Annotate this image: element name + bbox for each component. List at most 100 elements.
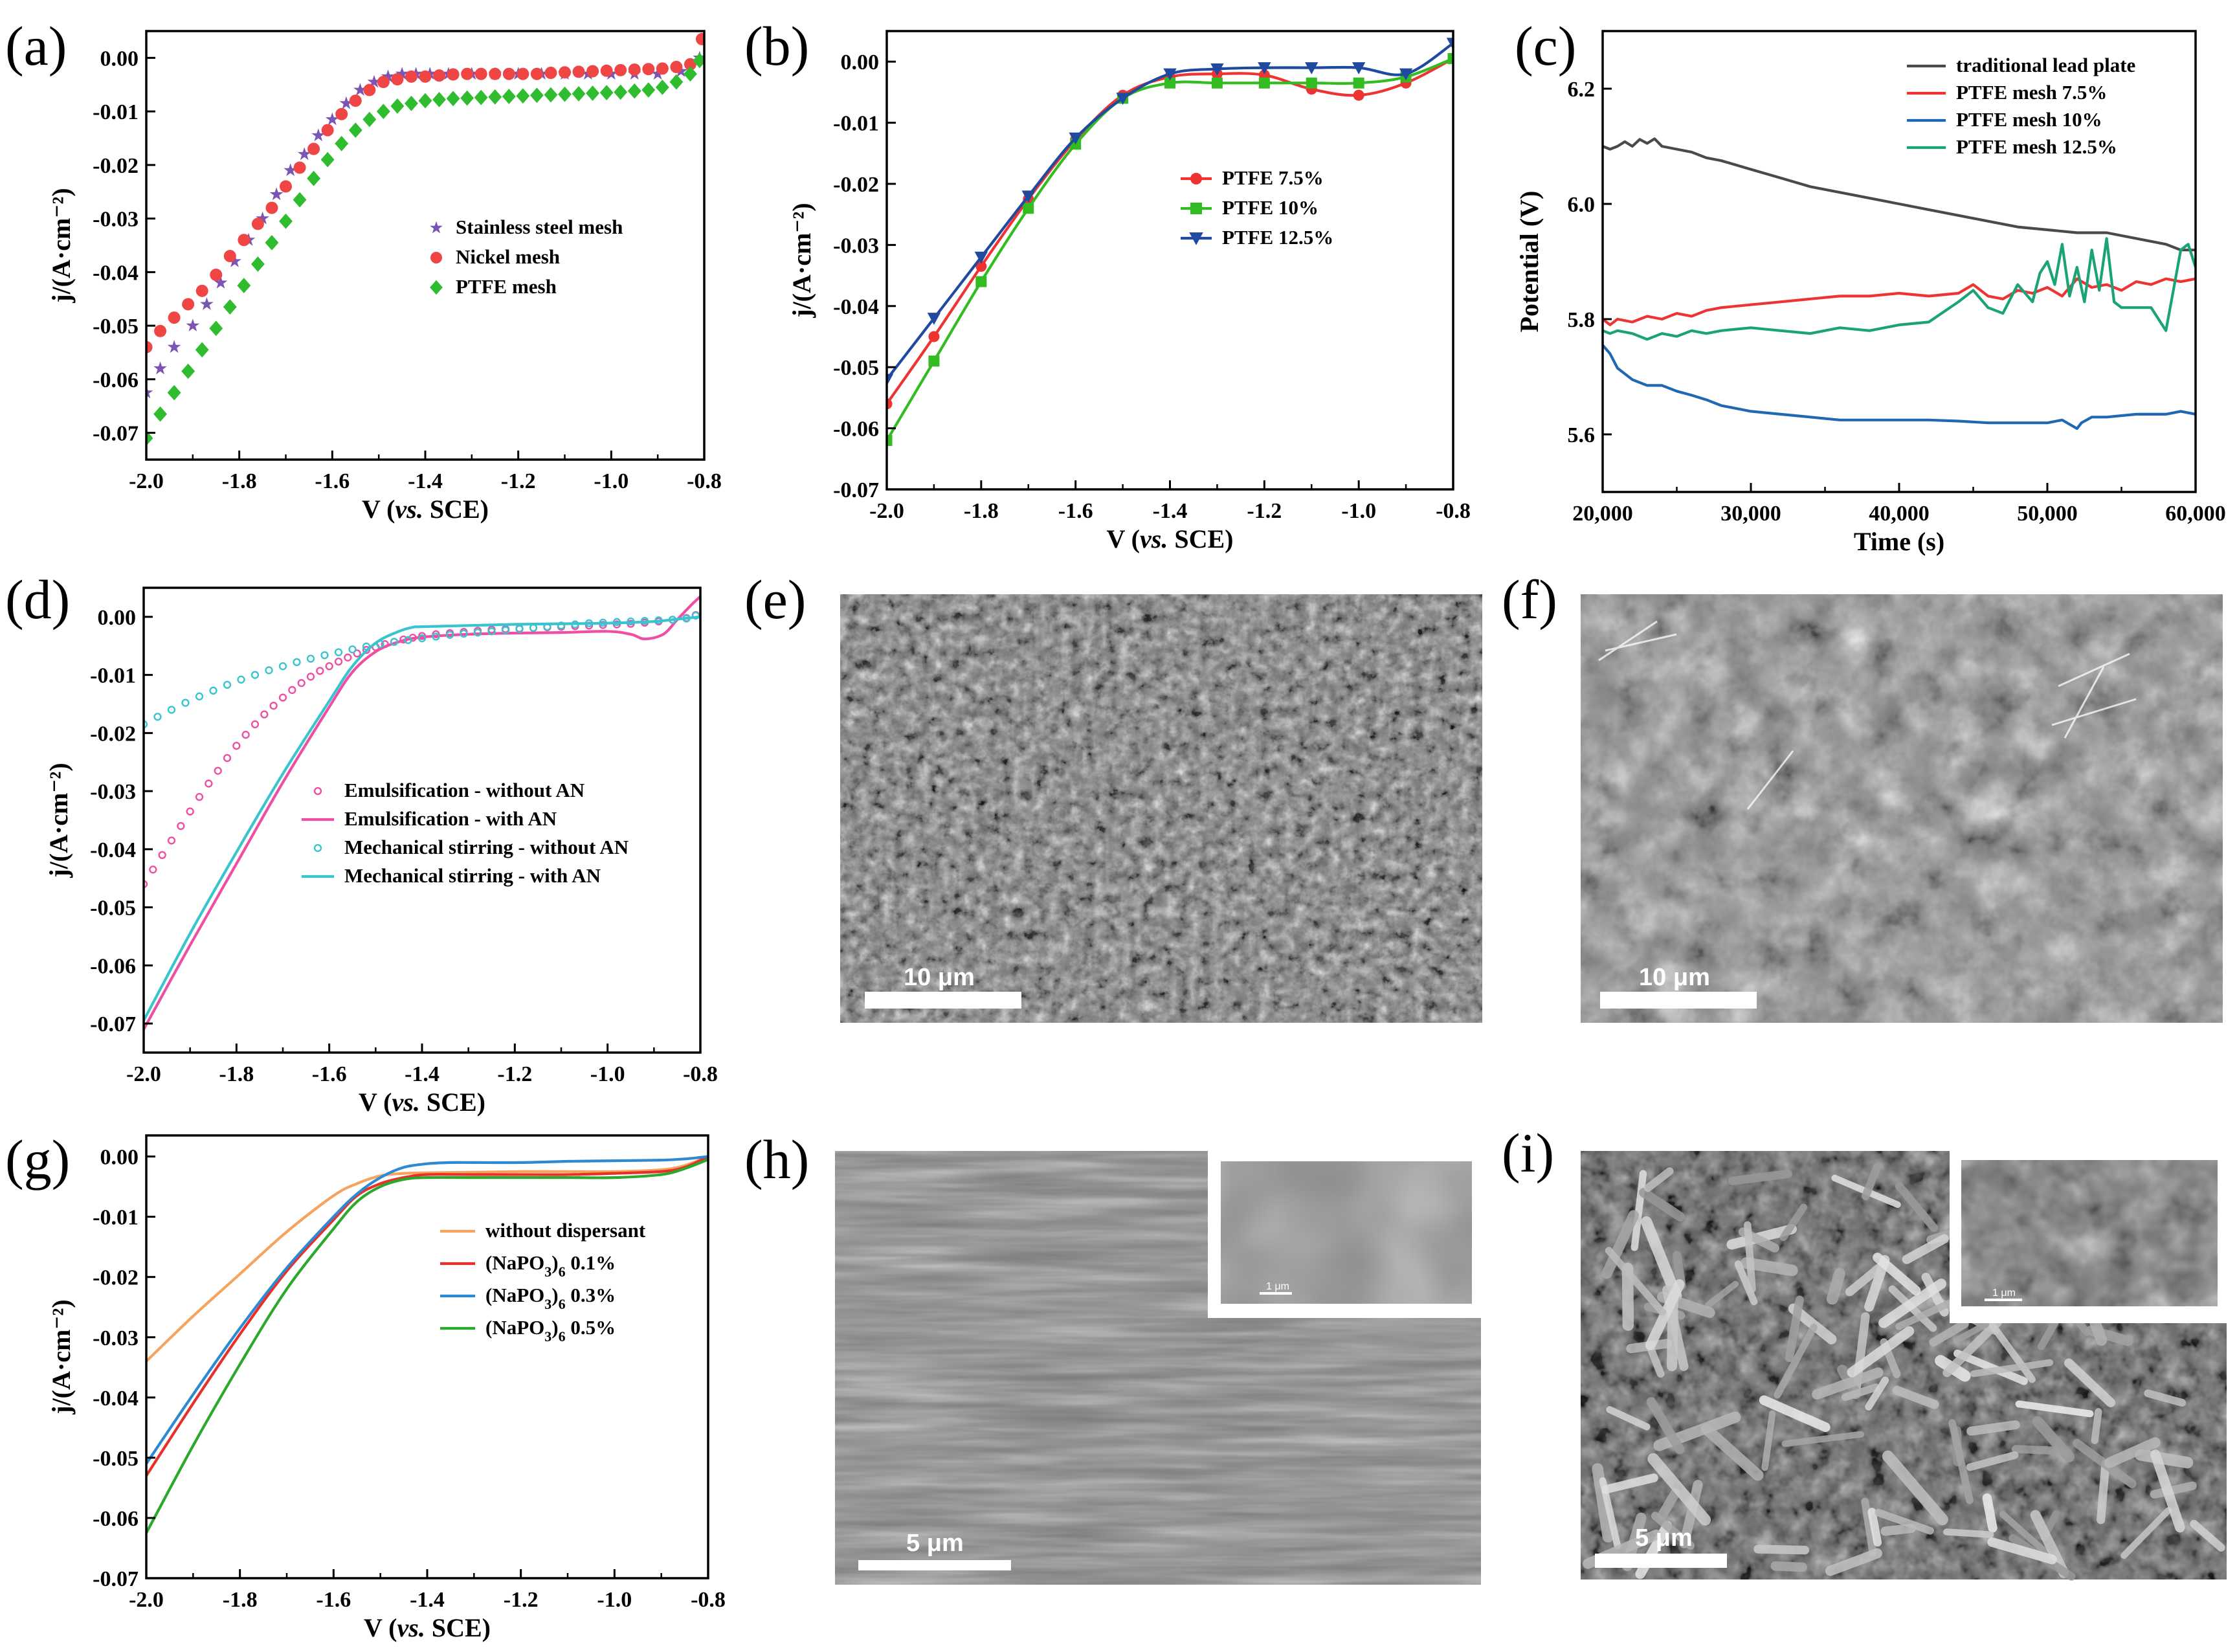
chart-a-series-1-point bbox=[280, 180, 292, 193]
sem-i-rod bbox=[1865, 1376, 1889, 1411]
sem-i-rod bbox=[1841, 1383, 1880, 1401]
chart-a-series-2-point bbox=[320, 151, 335, 168]
chart-a-series-1-point bbox=[600, 64, 613, 77]
chart-d-series-0-point bbox=[316, 667, 324, 675]
sem-i-inset-scale-label: 1 μm bbox=[1992, 1288, 2016, 1299]
sem-i-rod bbox=[1895, 1298, 1957, 1330]
chart-a-series-1-point bbox=[307, 142, 320, 155]
chart-d-ylabel: j/(A·cm⁻²) bbox=[44, 763, 73, 878]
chart-d-series-0-point bbox=[297, 679, 306, 687]
sem-i-rod bbox=[2012, 1445, 2060, 1455]
chart-d-series-2-point bbox=[390, 638, 399, 646]
sem-i-rod bbox=[1942, 1317, 2002, 1378]
chart-a-legend-label: Nickel mesh bbox=[456, 245, 560, 268]
chart-d-ytick-label: 0.00 bbox=[98, 606, 137, 630]
chart-a-series-2-point bbox=[474, 89, 488, 106]
chart-g-series-0-line bbox=[146, 1155, 708, 1363]
chart-a-legend-item: PTFE mesh bbox=[430, 275, 557, 298]
chart-a-series-1-point bbox=[391, 73, 404, 85]
chart-g-legend-label-part: 6 bbox=[559, 1264, 566, 1280]
chart-a-series-0-point bbox=[214, 276, 228, 289]
chart-c-legend-label: traditional lead plate bbox=[1956, 54, 2135, 76]
sem-i-rod bbox=[1955, 1321, 1990, 1343]
chart-b-series-2-point bbox=[1210, 63, 1224, 76]
chart-a-series-1-point bbox=[474, 67, 487, 80]
chart-a-series-2-point bbox=[544, 87, 558, 103]
chart-b: -2.0 -1.8 -1.6 -1.4 -1.2 -1.0 -0.8 0.00 -0.01 -0.… bbox=[787, 30, 1471, 553]
chart-d-xtick-label: -0.8 bbox=[683, 1062, 718, 1086]
chart-a-series-2-point bbox=[181, 363, 195, 379]
sem-i-rod bbox=[2150, 1481, 2197, 1499]
chart-b-ytick-label: -0.04 bbox=[833, 295, 879, 319]
panel-label-a: (a) bbox=[5, 15, 67, 77]
chart-a-series-2-point bbox=[669, 74, 684, 90]
chart-g: -2.0 -1.8 -1.6 -1.4 -1.2 -1.0 -0.8 0.00 -0.01 -0.… bbox=[47, 1134, 726, 1642]
chart-a-series-2-point bbox=[655, 80, 669, 95]
chart-a-series-1-point bbox=[656, 62, 669, 75]
chart-a-series-2-point bbox=[376, 104, 390, 119]
chart-c-series-0-line bbox=[1603, 137, 2196, 252]
chart-c-legend-label: PTFE mesh 12.5% bbox=[1956, 135, 2117, 158]
sem-i-rod bbox=[1902, 1234, 1949, 1264]
chart-a-xtick-label: -1.8 bbox=[222, 469, 257, 493]
chart-d-series-2-point bbox=[223, 680, 232, 689]
chart-b-xtick-label: -1.6 bbox=[1058, 499, 1093, 523]
chart-d-series-2-point bbox=[320, 651, 329, 660]
chart-a-series-2-point bbox=[279, 213, 293, 229]
chart-a-ytick-label: -0.03 bbox=[93, 208, 139, 232]
chart-d-series-2-point bbox=[417, 634, 427, 643]
chart-b-xtick-label: -2.0 bbox=[869, 499, 904, 523]
chart-d-xlabel-part: V ( bbox=[359, 1088, 392, 1117]
chart-a-series-2-point bbox=[153, 406, 167, 422]
sem-i-rod bbox=[1785, 1295, 1804, 1363]
chart-a-series-2-point bbox=[586, 85, 600, 101]
chart-b-frame bbox=[885, 30, 1454, 491]
chart-b-series-2-point bbox=[1163, 68, 1177, 81]
chart-d-series-2-point bbox=[501, 626, 510, 634]
sem-i-rod bbox=[1929, 1319, 1969, 1347]
chart-g-legend-item: (NaPO3)6 0.1% bbox=[440, 1251, 616, 1280]
sem-i-rod bbox=[1987, 1537, 2057, 1565]
chart-g-xlabel-part: V ( bbox=[364, 1613, 397, 1642]
chart-a-series-0-point bbox=[153, 361, 167, 375]
sem-i-rod bbox=[1878, 1278, 1946, 1328]
sem-i-scale-label: 5 μm bbox=[1635, 1524, 1693, 1552]
chart-d-series-0-point bbox=[344, 653, 352, 662]
chart-b-legend-label: PTFE 12.5% bbox=[1222, 226, 1333, 249]
chart-g-series-3-line bbox=[146, 1158, 708, 1534]
sem-i-rod bbox=[1651, 1512, 1695, 1550]
panel-label-h: (h) bbox=[744, 1128, 809, 1190]
chart-b-series-0-line bbox=[887, 57, 1453, 405]
sem-i-rod bbox=[1875, 1508, 1934, 1535]
chart-a-series-1-point bbox=[433, 69, 446, 82]
chart-d-series-0-point bbox=[167, 836, 176, 845]
chart-c-legend-label: PTFE mesh 7.5% bbox=[1956, 81, 2107, 104]
chart-g-legend-item: (NaPO3)6 0.5% bbox=[440, 1316, 616, 1345]
chart-g-ylabel: j/(A·cm⁻²) bbox=[47, 1299, 76, 1414]
chart-d-series-2-point bbox=[460, 629, 468, 638]
chart-g-ytick-label: -0.02 bbox=[93, 1266, 139, 1290]
chart-a-xlabel-part: vs. bbox=[395, 495, 423, 524]
chart-g-ytick-label: -0.01 bbox=[93, 1206, 139, 1230]
sem-i-rod bbox=[2091, 1408, 2102, 1444]
sem-image-i: 1 μm 5 μm bbox=[1581, 1151, 2227, 1581]
chart-d-legend-item: Mechanical stirring - with AN bbox=[302, 864, 601, 887]
chart-g-legend-label-part: (NaPO bbox=[485, 1251, 544, 1274]
chart-g-ytick-label: -0.05 bbox=[93, 1447, 139, 1471]
chart-a-series-2-point bbox=[335, 135, 349, 151]
chart-d-series-2-point bbox=[278, 662, 287, 671]
chart-a-series-1-point bbox=[419, 70, 432, 83]
chart-d-series-2-point bbox=[445, 631, 454, 639]
chart-a-series-1-point bbox=[363, 84, 376, 96]
chart-a-series-1-point bbox=[182, 298, 195, 311]
panel-label-b: (b) bbox=[744, 15, 809, 77]
chart-a-legend-item: Nickel mesh bbox=[430, 245, 560, 268]
chart-a-series-1-point bbox=[502, 67, 515, 80]
chart-d-series-0-point bbox=[195, 792, 204, 801]
chart-a-series-0-point bbox=[297, 147, 311, 161]
sem-h-inset-texture bbox=[1221, 1161, 1472, 1304]
chart-d-series-2-point bbox=[334, 648, 343, 656]
chart-a-xlabel-part: SCE) bbox=[423, 495, 489, 524]
sem-h-inset-scale-bar bbox=[1260, 1292, 1292, 1295]
